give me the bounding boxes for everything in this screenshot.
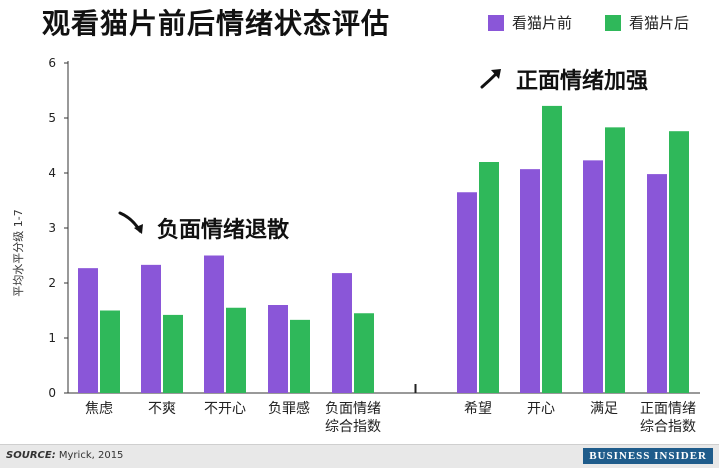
annotation-arrowhead-positive xyxy=(491,69,501,79)
x-tick-label: 满足 xyxy=(590,401,618,417)
bar-after xyxy=(542,105,562,394)
bar-before xyxy=(457,192,477,393)
x-tick-label: 负罪感 xyxy=(268,400,310,417)
bar-before xyxy=(583,160,603,393)
legend-label-before: 看猫片前 xyxy=(512,14,573,32)
bar-before xyxy=(78,268,98,393)
legend-swatch-before xyxy=(488,14,504,31)
legend-label-after: 看猫片后 xyxy=(629,14,690,32)
bar-before xyxy=(332,273,352,393)
footer: SOURCE: Myrick, 2015 BUSINESS INSIDER xyxy=(0,444,719,468)
bar-before xyxy=(520,169,540,393)
brand-logo: BUSINESS INSIDER xyxy=(583,448,713,464)
x-tick-label: 希望 xyxy=(464,401,492,417)
bar-chart: 0 1 2 3 4 5 6 平均水平分级 1-7 焦虑 不爽 不开心 负罪感 负面情绪综合指数 希望 开心 满… xyxy=(12,56,700,435)
x-tick-label: 正面情绪综合指数 xyxy=(640,401,696,435)
bar-before xyxy=(647,174,667,393)
source-value: Myrick, 2015 xyxy=(58,450,124,461)
bar-after xyxy=(226,307,246,393)
y-tick-label: 6 xyxy=(48,56,56,70)
y-tick-label: 4 xyxy=(48,166,56,180)
x-tick-label: 开心 xyxy=(527,401,555,417)
y-tick-label: 5 xyxy=(48,111,56,125)
legend-item-before: 看猫片前 xyxy=(488,12,572,33)
bar-after xyxy=(163,314,183,393)
annotation-negative: 负面情绪退散 xyxy=(157,217,290,243)
bar-after xyxy=(479,162,499,393)
annotation-arrowhead-negative xyxy=(134,224,143,234)
bar-after xyxy=(100,310,120,393)
bar-after xyxy=(290,319,310,393)
legend-item-after: 看猫片后 xyxy=(605,12,689,33)
x-tick-label: 不爽 xyxy=(148,401,176,417)
bar-before xyxy=(141,264,161,393)
x-tick-label: 负面情绪综合指数 xyxy=(325,401,381,435)
x-tick-label: 焦虑 xyxy=(85,401,113,417)
y-axis-title: 平均水平分级 1-7 xyxy=(12,209,25,296)
y-tick-label: 2 xyxy=(48,276,56,290)
source-note: SOURCE: Myrick, 2015 xyxy=(6,450,123,461)
bar-after xyxy=(605,127,625,393)
annotation-arrow-positive xyxy=(480,71,499,89)
bar-after xyxy=(354,313,374,393)
y-tick-label: 1 xyxy=(48,331,56,345)
bar-before xyxy=(204,255,224,393)
bar-after xyxy=(669,131,689,393)
y-tick-label: 0 xyxy=(48,386,56,400)
annotation-positive: 正面情绪加强 xyxy=(516,68,648,94)
x-tick-label: 不开心 xyxy=(204,401,246,417)
bar-before xyxy=(268,305,288,393)
chart-title: 观看猫片前后情绪状态评估 xyxy=(42,7,391,40)
source-label: SOURCE: xyxy=(6,450,56,461)
legend-swatch-after xyxy=(605,14,621,31)
y-tick-label: 3 xyxy=(48,221,56,235)
